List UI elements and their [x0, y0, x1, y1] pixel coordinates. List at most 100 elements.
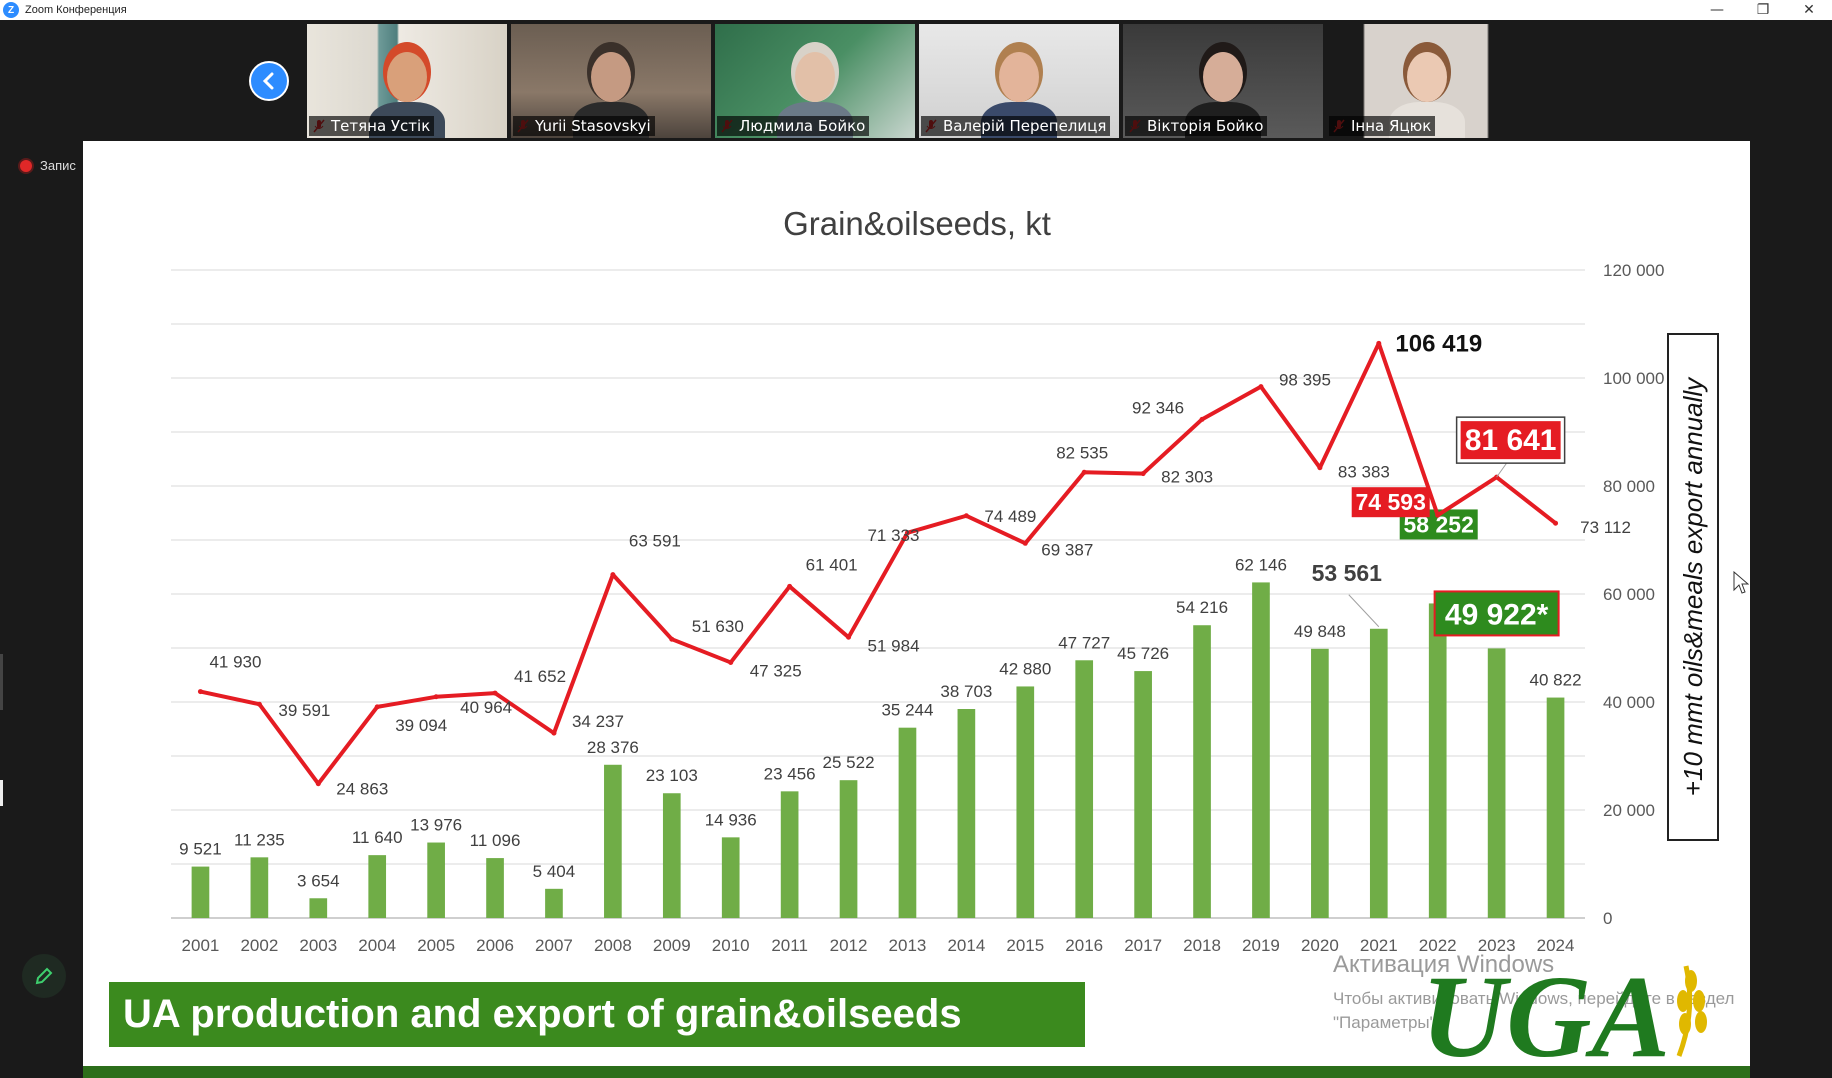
recording-label: Запис	[40, 158, 76, 173]
x-tick-label: 2012	[830, 936, 868, 955]
x-tick-label: 2013	[889, 936, 927, 955]
line-point	[1140, 471, 1146, 477]
slide-bottom-band	[83, 1066, 1750, 1078]
annotate-button[interactable]	[22, 954, 66, 998]
participant-face	[387, 52, 427, 102]
line-label: 82 303	[1161, 468, 1213, 487]
line-label: 98 395	[1279, 371, 1331, 390]
participant-tile-6[interactable]: Інна Яцюк	[1327, 24, 1527, 138]
x-tick-label: 2008	[594, 936, 632, 955]
line-point	[551, 730, 557, 736]
wheat-icon	[1676, 965, 1707, 1057]
line-point	[492, 690, 498, 696]
line-label: 41 930	[209, 653, 261, 672]
line-point	[1435, 512, 1441, 518]
participant-tile-4[interactable]: Валерій Перепелиця	[919, 24, 1119, 138]
participant-face	[591, 52, 631, 102]
x-tick-label: 2016	[1065, 936, 1103, 955]
bar	[191, 866, 210, 918]
participant-tile-3[interactable]: Людмила Бойко	[715, 24, 915, 138]
bar-label: 13 976	[410, 816, 462, 835]
bar	[1369, 628, 1388, 918]
line-label: 39 591	[278, 701, 330, 720]
line-point	[1258, 384, 1264, 390]
recording-indicator[interactable]: Запис	[20, 158, 76, 173]
bar	[545, 888, 563, 918]
line-point	[433, 694, 439, 700]
window-controls: — ❐ ✕	[1694, 0, 1832, 20]
line-label: 40 964	[460, 698, 512, 717]
line-label: 41 652	[514, 667, 566, 686]
x-tick-label: 2005	[417, 936, 455, 955]
zoom-logo-icon: Z	[3, 2, 19, 18]
x-tick-label: 2010	[712, 936, 750, 955]
line-label: 73 112	[1580, 518, 1631, 537]
x-tick-label: 2001	[182, 936, 220, 955]
bar-label: 35 244	[881, 701, 933, 720]
participant-name: Тетяна Устік	[309, 116, 435, 136]
bar	[368, 855, 387, 918]
bar-label: 62 146	[1235, 555, 1287, 574]
x-tick-label: 2018	[1183, 936, 1221, 955]
participant-tile-2[interactable]: Yurii Stasovskyi	[511, 24, 711, 138]
y-tick-label: 80 000	[1603, 477, 1655, 496]
bar-label: 11 640	[352, 828, 403, 847]
bar-label: 3 654	[297, 871, 340, 890]
minimize-button[interactable]: —	[1710, 2, 1724, 18]
bar-label: 9 521	[179, 840, 222, 859]
line-point	[374, 704, 380, 710]
bar	[1075, 660, 1094, 918]
bar	[1311, 648, 1329, 918]
line-label: 106 419	[1395, 330, 1482, 357]
line-point	[1553, 520, 1559, 526]
x-tick-label: 2007	[535, 936, 573, 955]
x-tick-label: 2004	[358, 936, 396, 955]
bar	[1487, 648, 1506, 918]
bar-label: 49 848	[1294, 622, 1346, 641]
grain-oilseeds-chart: Grain&oilseeds, kt 0 20 000 40 000 60 000 80 …	[171, 205, 1719, 955]
chart-title: Grain&oilseeds, kt	[783, 205, 1051, 242]
windows-activation-watermark: Активация Windows Чтобы активировать Win…	[1333, 951, 1734, 1033]
close-button[interactable]: ✕	[1803, 2, 1815, 18]
participant-name: Вікторія Бойко	[1125, 116, 1268, 136]
participant-name: Yurii Stasovskyi	[513, 116, 655, 136]
line-point	[963, 513, 969, 519]
bar-label: 42 880	[999, 659, 1051, 678]
line-point	[1022, 540, 1028, 546]
x-tick-label: 2019	[1242, 936, 1280, 955]
line-label: 34 237	[572, 712, 624, 731]
uga-logo: UGA	[1421, 956, 1707, 1066]
line-label: 81 641	[1465, 424, 1557, 457]
participant-tile-5[interactable]: Вікторія Бойко	[1123, 24, 1323, 138]
x-tick-label: 2020	[1301, 936, 1339, 955]
bar	[1134, 671, 1152, 918]
x-tick-label: 2022	[1419, 936, 1457, 955]
bar-label: 23 103	[646, 766, 698, 785]
x-tick-label: 2023	[1478, 936, 1516, 955]
line-point	[904, 530, 910, 536]
restore-button[interactable]: ❐	[1756, 2, 1770, 18]
bar-label: 28 376	[587, 738, 639, 757]
line-label: 92 346	[1132, 398, 1184, 417]
line-label: 74 593	[1356, 489, 1426, 515]
watermark-line-2: Чтобы активировать Windows, перейдите в …	[1333, 989, 1735, 1008]
participant-name: Інна Яцюк	[1329, 116, 1436, 136]
bar	[250, 857, 269, 918]
x-tick-label: 2021	[1360, 936, 1398, 955]
bar	[309, 898, 328, 918]
line-point	[846, 634, 852, 640]
line-point	[787, 583, 793, 589]
participant-name: Валерій Перепелиця	[921, 116, 1111, 136]
line-label: 71 333	[867, 526, 919, 545]
participant-tile-1[interactable]: Тетяна Устік	[307, 24, 507, 138]
bar	[604, 764, 622, 918]
participant-face	[795, 52, 835, 102]
x-tick-label: 2003	[299, 936, 337, 955]
y-tick-label: 20 000	[1603, 801, 1655, 820]
previous-page-button[interactable]	[249, 61, 289, 101]
bar	[721, 837, 740, 918]
line-label-leader	[1496, 462, 1508, 478]
bar	[1546, 697, 1565, 918]
mouse-cursor-icon	[1733, 570, 1750, 600]
bar-label: 11 096	[470, 831, 521, 850]
